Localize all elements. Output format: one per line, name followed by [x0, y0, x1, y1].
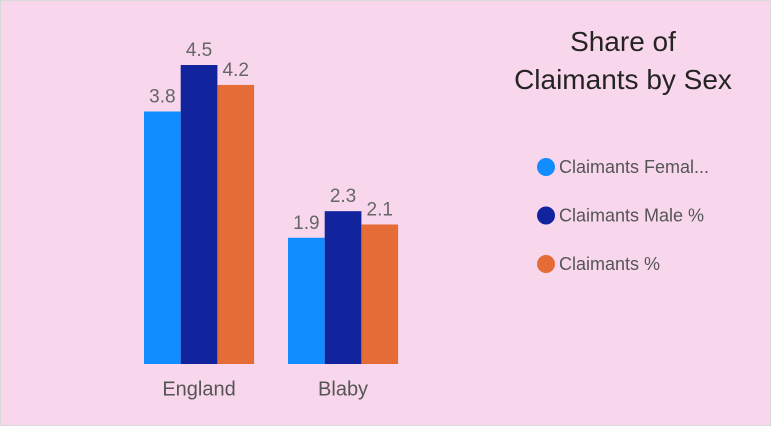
x-tick-label: England	[162, 378, 235, 400]
bar	[288, 237, 325, 364]
legend-marker	[537, 158, 555, 176]
bar	[361, 224, 399, 364]
data-label: 2.3	[330, 186, 356, 207]
data-label: 4.2	[223, 60, 249, 81]
legend-marker	[537, 255, 555, 273]
chart-title: Share of Claimants by Sex	[514, 26, 732, 95]
legend-marker	[537, 206, 555, 225]
legend-label: Claimants Male %	[559, 205, 704, 225]
legend-label: Claimants Femal...	[559, 157, 709, 177]
data-label: 3.8	[149, 87, 175, 108]
bar	[324, 211, 362, 364]
legend-label: Claimants %	[559, 254, 660, 274]
data-label: 2.1	[367, 199, 393, 220]
bar	[217, 84, 255, 364]
bar	[144, 111, 181, 364]
bar	[180, 65, 218, 364]
data-label: 1.9	[293, 213, 319, 234]
x-tick-label: Blaby	[318, 378, 368, 400]
data-label: 4.5	[186, 40, 212, 61]
